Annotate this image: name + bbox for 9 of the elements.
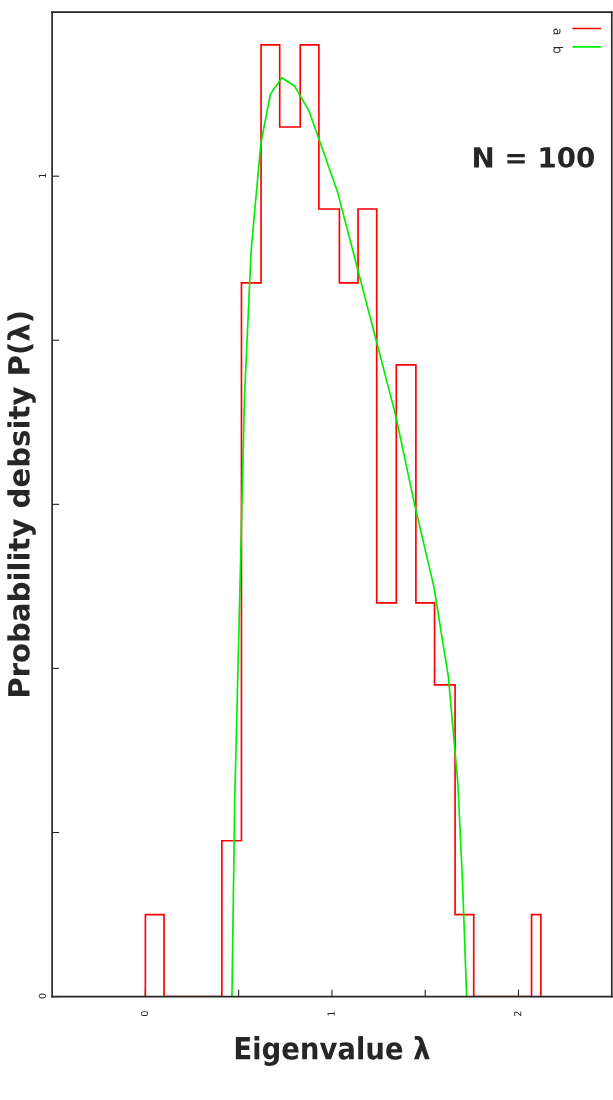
line-series: [231, 76, 468, 997]
x-tick-label: 1: [327, 1011, 335, 1016]
y-axis-title: Probability debsity P(λ): [7, 312, 36, 697]
legend-label: b: [553, 46, 564, 54]
x-tick-label: 2: [513, 1011, 522, 1016]
x-axis-title: Eigenvalue λ: [235, 1036, 430, 1066]
x-tick-label: 0: [140, 1011, 149, 1017]
legend-label: a: [553, 28, 561, 35]
annotation: N = 100: [474, 146, 595, 168]
